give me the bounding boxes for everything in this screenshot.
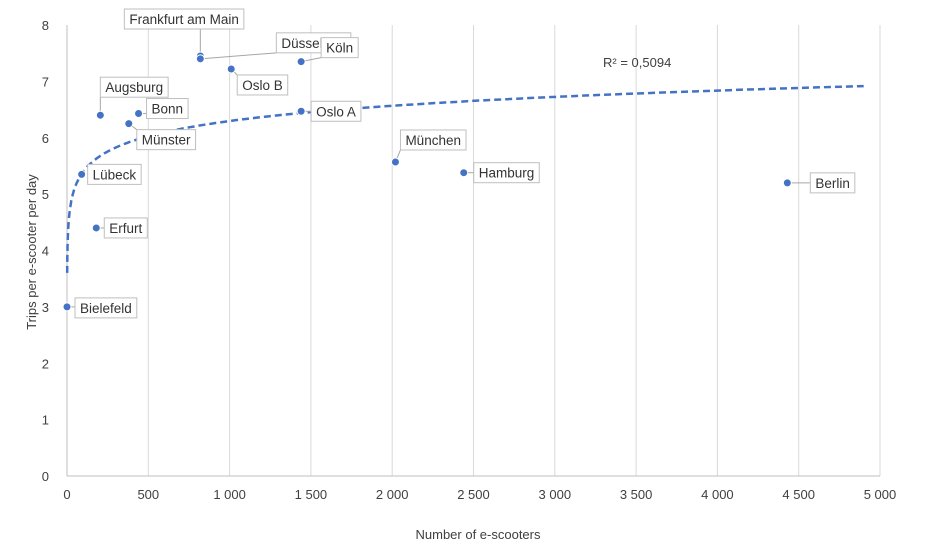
x-tick-label: 5 000: [864, 487, 897, 502]
data-point: [195, 54, 205, 64]
y-tick-label: 3: [42, 300, 49, 315]
data-label: Erfurt: [103, 217, 148, 239]
data-label-text: Köln: [326, 41, 353, 56]
x-tick-label: 3 500: [620, 487, 653, 502]
data-label: Oslo A: [310, 100, 362, 122]
data-label-box: [136, 129, 197, 151]
data-point: [134, 109, 144, 119]
data-point: [296, 106, 306, 116]
x-tick-label: 500: [137, 487, 159, 502]
data-point: [782, 178, 792, 188]
data-label-text: Erfurt: [109, 221, 142, 236]
x-tick-label: 2 000: [376, 487, 409, 502]
data-point: [124, 119, 134, 129]
y-tick-label: 8: [42, 18, 49, 33]
data-label-text: Hamburg: [479, 166, 535, 181]
x-tick-labels: 0 500 1 000 1 500 2 000 2 500 3 000 3 500 4 000 4…: [63, 487, 896, 502]
data-points: [62, 51, 792, 312]
data-point: [95, 110, 105, 120]
data-label-text: Münster: [142, 133, 191, 148]
data-label-text: Bonn: [152, 102, 184, 117]
data-label: Frankfurt am Main: [123, 8, 245, 30]
data-label: München: [399, 129, 467, 151]
data-labels: Bielefeld Lübeck Erfurt Augsburg Münster Bonn…: [74, 8, 856, 319]
data-label-box: [103, 217, 148, 239]
data-label-box: [146, 98, 189, 120]
data-label-text: Frankfurt am Main: [129, 12, 239, 27]
x-tick-label: 2 500: [457, 487, 490, 502]
data-label: Lübeck: [87, 163, 142, 185]
data-label-box: [74, 297, 138, 319]
data-label-text: München: [405, 133, 461, 148]
data-label-text: Oslo A: [316, 104, 356, 119]
data-label-text: Oslo B: [242, 78, 283, 93]
data-label-box: [87, 163, 142, 185]
data-label-box: [236, 74, 289, 96]
y-tick-label: 0: [42, 469, 49, 484]
data-label: Münster: [136, 129, 197, 151]
x-tick-label: 3 000: [539, 487, 572, 502]
data-point: [296, 57, 306, 67]
data-label: Augsburg: [99, 76, 169, 98]
gridlines: [147, 25, 881, 476]
label-leader-line: [200, 52, 277, 60]
data-label-text: Lübeck: [93, 167, 137, 182]
y-tick-label: 4: [42, 244, 49, 259]
x-axis-title: Number of e-scooters: [416, 527, 541, 542]
x-tick-label: 4 500: [782, 487, 815, 502]
data-label-box: [320, 37, 359, 59]
y-tick-label: 2: [42, 356, 49, 371]
x-tick-label: 0: [63, 487, 70, 502]
data-label: Oslo B: [236, 74, 289, 96]
data-label: Bielefeld: [74, 297, 138, 319]
data-label-box: [99, 76, 169, 98]
y-tick-label: 1: [42, 413, 49, 428]
data-point: [77, 169, 87, 179]
data-point: [226, 64, 236, 74]
data-label-box: [310, 100, 362, 122]
y-axis-title: Trips per e-scooter per day: [24, 174, 39, 330]
data-label: Bonn: [146, 98, 189, 120]
x-tick-label: 1 500: [295, 487, 328, 502]
data-label: Berlin: [809, 172, 856, 194]
label-leaders: [67, 29, 811, 308]
y-tick-label: 7: [42, 74, 49, 89]
data-label: Köln: [320, 37, 359, 59]
data-label-text: Berlin: [815, 176, 850, 191]
data-label-text: Bielefeld: [80, 301, 132, 316]
x-tick-label: 1 000: [213, 487, 246, 502]
data-label-text: Augsburg: [105, 80, 163, 95]
data-label-box: [123, 8, 245, 30]
data-point: [459, 168, 469, 178]
data-label-box: [473, 162, 540, 184]
data-label-box: [809, 172, 856, 194]
y-tick-labels: 0 1 2 3 4 5 6 7 8: [42, 18, 49, 484]
y-tick-label: 6: [42, 131, 49, 146]
data-point: [390, 157, 400, 167]
data-point: [62, 302, 72, 312]
x-tick-label: 4 000: [701, 487, 734, 502]
data-label: Hamburg: [473, 162, 540, 184]
data-point: [91, 223, 101, 233]
r-squared-label: R² = 0,5094: [603, 55, 671, 70]
y-tick-label: 5: [42, 187, 49, 202]
data-label-box: [399, 129, 467, 151]
